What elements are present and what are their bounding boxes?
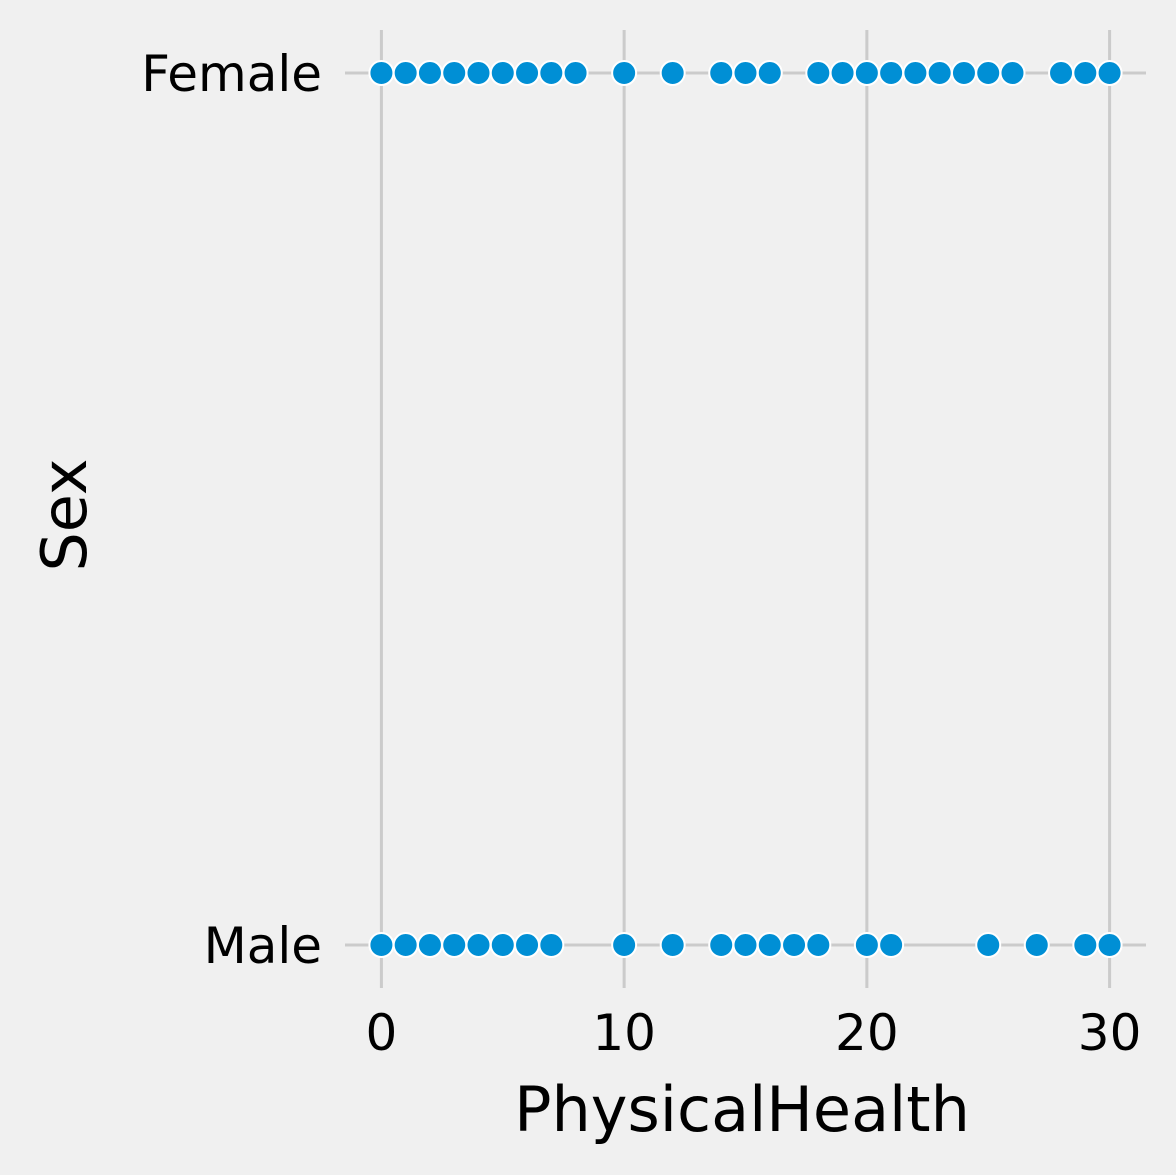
- data-point-male-27: [1023, 932, 1050, 958]
- data-point-female-14: [708, 60, 735, 86]
- data-point-male-2: [416, 932, 443, 958]
- y-tick-label-male: Male: [204, 917, 322, 975]
- data-point-male-16: [756, 932, 783, 958]
- data-point-female-22: [902, 60, 929, 86]
- data-point-female-7: [538, 60, 565, 86]
- data-point-female-20: [853, 60, 880, 86]
- data-point-male-15: [732, 932, 759, 958]
- data-point-male-21: [878, 932, 905, 958]
- y-axis-label: Sex: [28, 458, 101, 571]
- data-point-female-12: [659, 60, 686, 86]
- data-point-female-29: [1072, 60, 1099, 86]
- data-point-female-6: [514, 60, 541, 86]
- data-point-male-4: [465, 932, 492, 958]
- data-point-male-17: [781, 932, 808, 958]
- data-point-female-25: [975, 60, 1002, 86]
- data-point-male-0: [368, 932, 395, 958]
- data-point-female-30: [1096, 60, 1123, 86]
- data-point-male-3: [441, 932, 468, 958]
- data-point-female-28: [1048, 60, 1075, 86]
- x-tick-label-30: 30: [1078, 1004, 1142, 1062]
- data-point-male-12: [659, 932, 686, 958]
- data-point-female-3: [441, 60, 468, 86]
- data-point-male-29: [1072, 932, 1099, 958]
- data-point-female-2: [416, 60, 443, 86]
- y-tick-label-female: Female: [141, 45, 322, 103]
- tick-labels: 0 10 20 30 Female Male: [141, 45, 1141, 1062]
- x-axis-label: PhysicalHealth: [514, 1073, 970, 1146]
- data-point-male-25: [975, 932, 1002, 958]
- data-point-female-18: [805, 60, 832, 86]
- data-points: [368, 60, 1123, 958]
- data-point-male-30: [1096, 932, 1123, 958]
- data-point-male-10: [611, 932, 638, 958]
- data-point-female-4: [465, 60, 492, 86]
- data-point-female-24: [950, 60, 977, 86]
- x-tick-label-0: 0: [366, 1004, 398, 1062]
- data-point-male-6: [514, 932, 541, 958]
- data-point-female-8: [562, 60, 589, 86]
- data-point-female-26: [999, 60, 1026, 86]
- data-point-male-5: [489, 932, 516, 958]
- data-point-female-5: [489, 60, 516, 86]
- data-point-female-23: [926, 60, 953, 86]
- data-point-female-1: [392, 60, 419, 86]
- data-point-female-16: [756, 60, 783, 86]
- x-tick-label-20: 20: [835, 1004, 899, 1062]
- data-point-male-14: [708, 932, 735, 958]
- x-tick-label-10: 10: [592, 1004, 656, 1062]
- data-point-female-21: [878, 60, 905, 86]
- data-point-male-7: [538, 932, 565, 958]
- data-point-male-18: [805, 932, 832, 958]
- data-point-female-19: [829, 60, 856, 86]
- data-point-female-10: [611, 60, 638, 86]
- data-point-male-1: [392, 932, 419, 958]
- data-point-female-0: [368, 60, 395, 86]
- data-point-male-20: [853, 932, 880, 958]
- data-point-female-15: [732, 60, 759, 86]
